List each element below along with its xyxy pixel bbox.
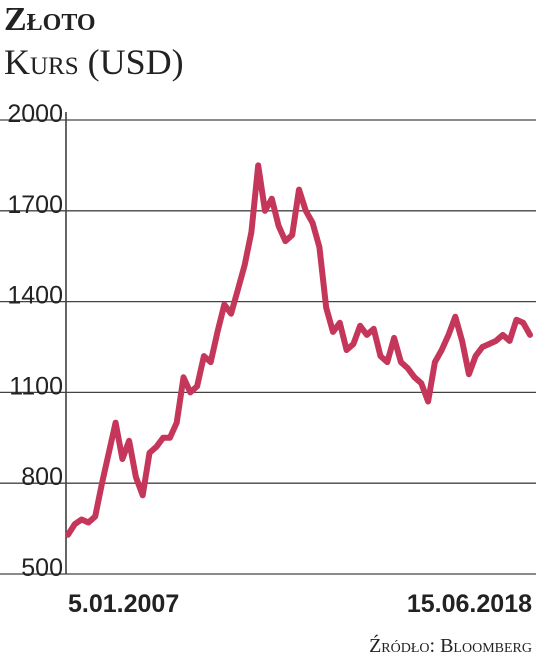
chart-subtitle: Kurs (USD) [4,42,184,82]
line [65,162,533,538]
y-tick-label: 1100 [9,372,63,400]
source: Źródło: Bloomberg [369,634,532,657]
y-tick-label: 1700 [7,191,63,219]
y-tick-label: 500 [21,554,63,582]
y-tick-label: 1400 [7,282,63,310]
y-tick-label: 2000 [7,100,63,128]
x-tick-label: 15.06.2018 [407,590,532,618]
y-tick-label: 800 [21,463,63,491]
chart-title: Złoto [4,1,96,38]
x-tick-label: 5.01.2007 [68,590,179,618]
